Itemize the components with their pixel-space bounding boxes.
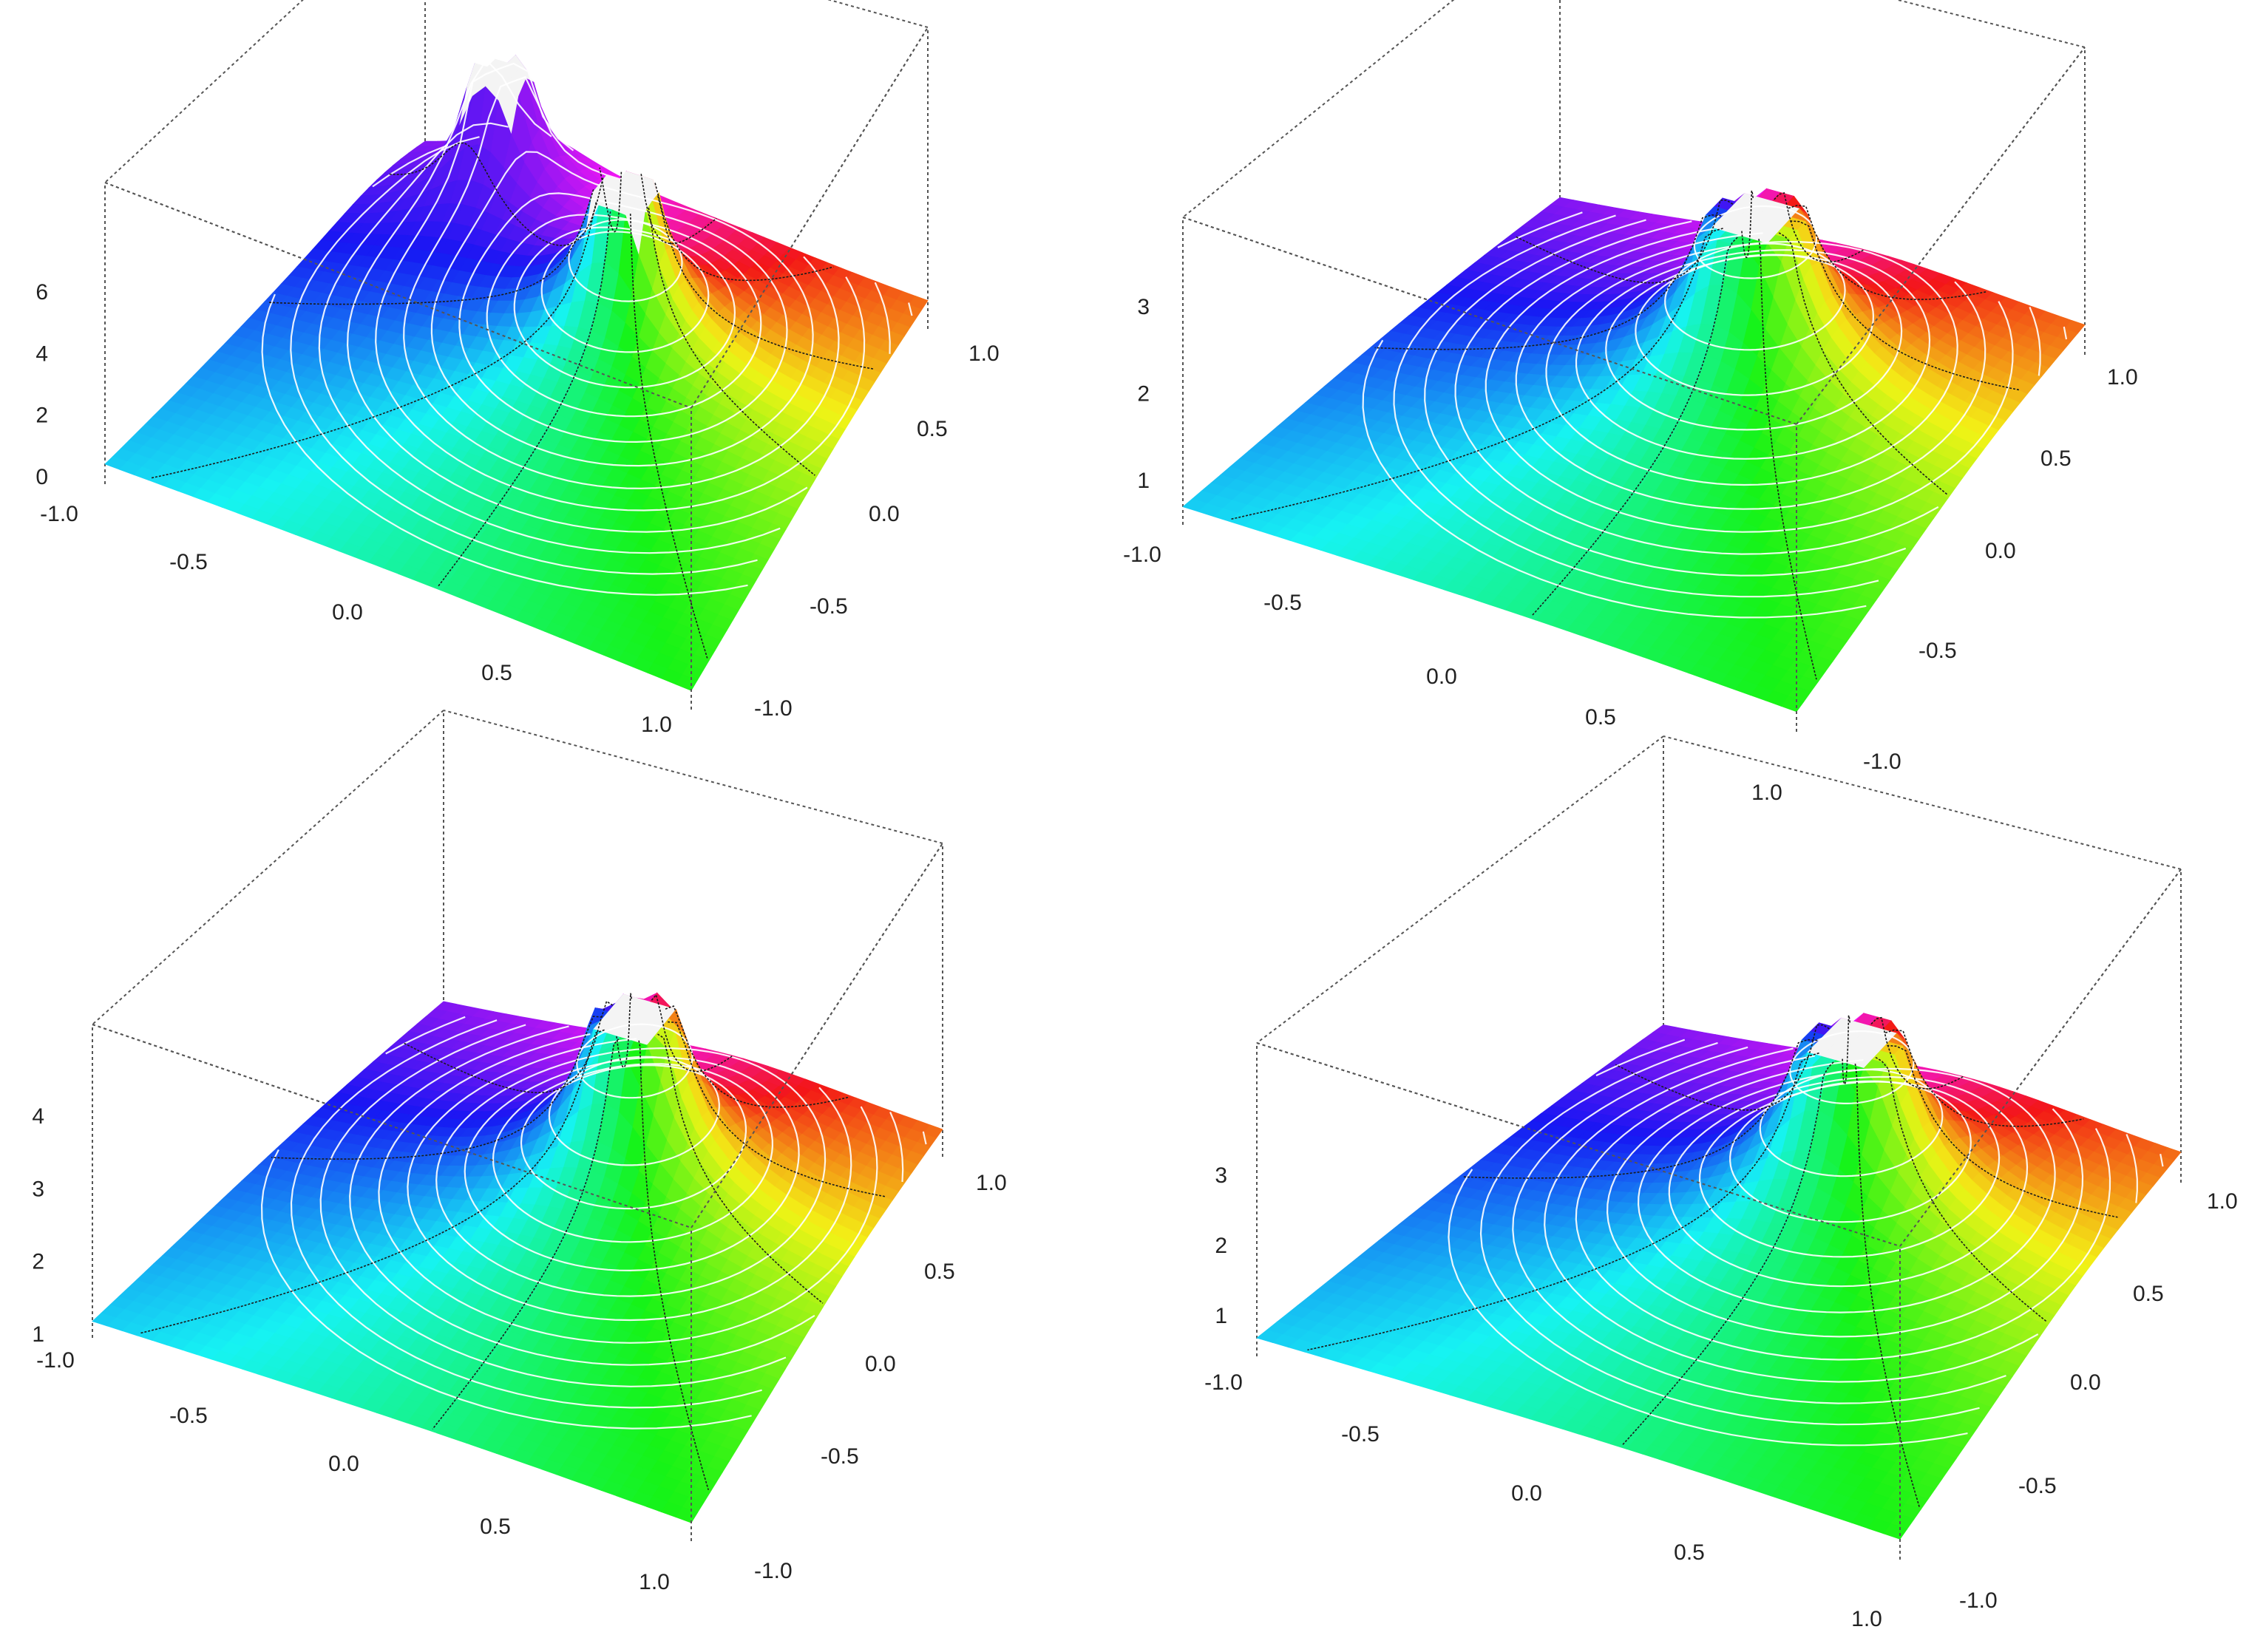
z-tick-label: 2 [1215, 1234, 1227, 1258]
z-tick-label: 6 [35, 280, 48, 305]
front-box-edges [104, 27, 929, 710]
tick-labels: -1.0 -0.5 0.0 0.5 1.0 -1.0 -0.5 0.0 0.5 1.0 1 2 3 [1204, 1163, 2238, 1631]
y-tick-label: 1.0 [2207, 1189, 2238, 1214]
y-tick-label: 0.0 [1985, 539, 2016, 563]
x-tick-label: -0.5 [1341, 1422, 1380, 1447]
surface-mesh [92, 992, 943, 1523]
surface-mesh [1182, 188, 2086, 713]
x-tick-label: 0.0 [332, 600, 363, 625]
front-box-edges [1182, 47, 2086, 732]
x-tick-label: -1.0 [1123, 543, 1161, 567]
z-tick-label: 0 [35, 465, 48, 489]
radial-lines [139, 993, 886, 1491]
y-tick-label: 0.5 [917, 417, 948, 441]
radial-lines [1231, 190, 2021, 680]
surface-plot-4: -1.0 -0.5 0.0 0.5 1.0 -1.0 -0.5 0.0 0.5 1.0 1 2 3 [1204, 735, 2238, 1631]
x-tick-label: 1.0 [1851, 1607, 1882, 1631]
z-tick-label: 2 [1137, 382, 1150, 407]
z-tick-label: 1 [1137, 469, 1150, 493]
y-tick-label: 1.0 [976, 1171, 1007, 1195]
front-box-edges [1256, 869, 2182, 1560]
z-tick-label: 3 [1215, 1163, 1227, 1188]
x-tick-label: 0.5 [1674, 1540, 1705, 1565]
y-tick-label: -0.5 [1918, 639, 1957, 663]
x-tick-label: 0.5 [481, 661, 512, 685]
y-tick-label: 0.0 [869, 502, 900, 526]
z-tick-label: 4 [32, 1104, 44, 1129]
surface-mesh [104, 54, 929, 691]
x-tick-label: 0.5 [480, 1515, 511, 1539]
y-tick-label: 0.5 [924, 1260, 955, 1284]
z-tick-label: 3 [1137, 295, 1150, 319]
y-tick-label: 0.0 [865, 1352, 896, 1376]
z-tick-label: 1 [32, 1322, 44, 1347]
surface-plot-3: -1.0 -0.5 0.0 0.5 1.0 -1.0 -0.5 0.0 0.5 1.0 1 2 3 4 [32, 710, 1007, 1594]
x-tick-label: 1.0 [1751, 781, 1782, 805]
y-tick-label: -0.5 [821, 1444, 859, 1469]
radial-lines [150, 142, 874, 659]
y-tick-label: 1.0 [968, 341, 1000, 366]
surface-plot-2: -1.0 -0.5 0.0 0.5 1.0 -1.0 -0.5 0.0 0.5 1.0 1 2 3 [1123, 0, 2138, 805]
z-tick-label: 3 [32, 1177, 44, 1201]
z-tick-label: 2 [32, 1250, 44, 1274]
y-tick-label: -1.0 [754, 1559, 793, 1583]
x-tick-label: 1.0 [641, 713, 672, 737]
z-tick-label: 2 [35, 404, 48, 428]
radial-lines [1307, 1015, 2118, 1507]
x-tick-label: -0.5 [169, 550, 208, 574]
contour-rings [260, 1016, 927, 1430]
surface-plot-1: -1.0 -0.5 0.0 0.5 1.0 -1.0 -0.5 0.0 0.5 1.0 0 2 4 6 [35, 0, 1000, 737]
tick-labels: -1.0 -0.5 0.0 0.5 1.0 -1.0 -0.5 0.0 0.5 1.0 0 2 4 6 [35, 280, 999, 737]
x-tick-label: -1.0 [40, 502, 78, 526]
tick-labels: -1.0 -0.5 0.0 0.5 1.0 -1.0 -0.5 0.0 0.5 1.0 1 2 3 4 [32, 1104, 1006, 1594]
surface-mesh [1256, 1013, 2182, 1540]
z-tick-label: 1 [1215, 1304, 1227, 1328]
y-tick-label: -0.5 [2018, 1474, 2057, 1498]
y-tick-label: 0.5 [2040, 446, 2072, 471]
x-tick-label: -0.5 [1263, 591, 1302, 615]
x-tick-label: -1.0 [1204, 1370, 1243, 1395]
x-tick-label: -1.0 [36, 1348, 75, 1373]
y-tick-label: 0.5 [2133, 1282, 2164, 1306]
y-tick-label: -1.0 [1959, 1588, 1998, 1613]
front-box-edges [92, 843, 943, 1541]
x-tick-label: 0.5 [1585, 705, 1616, 730]
y-tick-label: 1.0 [2107, 365, 2138, 390]
y-tick-label: -0.5 [810, 594, 848, 619]
x-tick-label: 0.0 [1426, 664, 1457, 689]
x-tick-label: 0.0 [1511, 1481, 1542, 1506]
contour-rings [1362, 205, 2068, 619]
y-tick-label: -1.0 [1863, 749, 1901, 774]
y-tick-label: -1.0 [754, 696, 793, 721]
x-tick-label: 0.0 [328, 1452, 359, 1476]
x-tick-label: 1.0 [639, 1570, 670, 1594]
y-tick-label: 0.0 [2070, 1370, 2101, 1395]
z-tick-label: 4 [35, 341, 48, 366]
contour-rings [261, 58, 913, 596]
x-tick-label: -0.5 [169, 1404, 208, 1428]
tick-labels: -1.0 -0.5 0.0 0.5 1.0 -1.0 -0.5 0.0 0.5 1.0 1 2 3 [1123, 295, 2138, 805]
